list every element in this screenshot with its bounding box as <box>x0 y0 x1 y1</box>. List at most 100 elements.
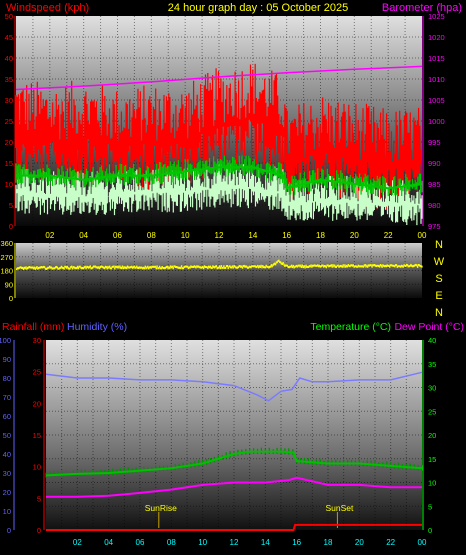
windspeed-tick-label: 0 <box>9 222 13 231</box>
dewpoint-axis-title: Dew Point (°C) <box>394 321 464 333</box>
barometer-tick-label: 1025 <box>428 12 445 21</box>
humidity-tick-label: 10 <box>3 507 11 516</box>
time-tick-label: 16 <box>282 231 291 240</box>
temperature-tick-label: 0 <box>428 526 432 535</box>
direction-tick-label: 270 <box>0 253 13 262</box>
windspeed-tick-label: 10 <box>5 180 13 189</box>
rainfall-tick-label: 0 <box>37 526 41 535</box>
time-tick-label: 12 <box>230 538 239 547</box>
time-tick-label: 22 <box>386 538 395 547</box>
windspeed-tick-label: 45 <box>5 33 13 42</box>
time-tick-label: 08 <box>167 538 176 547</box>
wind-panel-axes: 0510152025303540455097598098599099510001… <box>5 12 445 240</box>
windspeed-tick-label: 30 <box>5 96 13 105</box>
direction-tick-label: 0 <box>9 294 13 303</box>
humidity-tick-label: 100 <box>0 336 11 345</box>
time-tick-label: 14 <box>261 538 270 547</box>
compass-label: W <box>434 256 445 268</box>
sunset-label: SunSet <box>325 503 354 513</box>
humidity-tick-label: 0 <box>7 526 11 535</box>
time-tick-label: 00 <box>418 231 427 240</box>
wind-direction-trace <box>16 259 423 271</box>
time-tick-label: 08 <box>147 231 156 240</box>
temperature-tick-label: 5 <box>428 502 432 511</box>
humidity-tick-label: 70 <box>3 393 11 402</box>
time-tick-label: 10 <box>181 231 190 240</box>
windspeed-tick-label: 25 <box>5 117 13 126</box>
temperature-panel-background <box>46 340 422 530</box>
barometer-tick-label: 1015 <box>428 54 445 63</box>
sunrise-label: SunRise <box>145 503 177 513</box>
humidity-tick-label: 50 <box>3 431 11 440</box>
humidity-axis-title: Humidity (%) <box>67 321 127 333</box>
temperature-tick-label: 40 <box>428 336 436 345</box>
rainfall-tick-label: 10 <box>33 463 41 472</box>
rainfall-line <box>46 523 422 531</box>
barometer-tick-label: 990 <box>428 159 441 168</box>
barometer-tick-label: 980 <box>428 201 441 210</box>
barometer-tick-label: 995 <box>428 138 441 147</box>
direction-panel-background <box>16 243 422 298</box>
barometer-tick-label: 1010 <box>428 75 445 84</box>
time-tick-label: 20 <box>355 538 364 547</box>
time-tick-label: 02 <box>73 538 82 547</box>
time-tick-label: 04 <box>104 538 113 547</box>
windspeed-tick-label: 35 <box>5 75 13 84</box>
windspeed-tick-label: 20 <box>5 138 13 147</box>
direction-tick-label: 90 <box>5 280 13 289</box>
rainfall-tick-label: 15 <box>33 431 41 440</box>
time-tick-label: 00 <box>418 538 427 547</box>
gust-band <box>15 63 422 211</box>
humidity-tick-label: 80 <box>3 374 11 383</box>
windspeed-tick-label: 15 <box>5 159 13 168</box>
temperature-tick-label: 20 <box>428 431 436 440</box>
time-tick-label: 20 <box>350 231 359 240</box>
windspeed-tick-label: 50 <box>5 12 13 21</box>
humidity-tick-label: 60 <box>3 412 11 421</box>
direction-panel-grid <box>16 243 422 298</box>
barometer-tick-label: 1020 <box>428 33 445 42</box>
humidity-tick-label: 20 <box>3 488 11 497</box>
barometer-tick-label: 975 <box>428 222 441 231</box>
barometer-tick-label: 1005 <box>428 96 445 105</box>
time-tick-label: 22 <box>384 231 393 240</box>
barometer-tick-label: 1000 <box>428 117 445 126</box>
time-tick-label: 12 <box>215 231 224 240</box>
windspeed-band <box>15 163 423 226</box>
compass-label: E <box>435 290 442 302</box>
temperature-tick-label: 35 <box>428 360 436 369</box>
temperature-tick-label: 25 <box>428 407 436 416</box>
rainfall-tick-label: 5 <box>37 494 41 503</box>
time-tick-label: 06 <box>113 231 122 240</box>
temperature-tick-label: 15 <box>428 455 436 464</box>
humidity-tick-label: 40 <box>3 450 11 459</box>
rainfall-tick-label: 20 <box>33 399 41 408</box>
time-tick-label: 18 <box>324 538 333 547</box>
time-tick-label: 10 <box>198 538 207 547</box>
barometer-line <box>15 65 423 91</box>
avg-wind-line <box>16 166 423 190</box>
wind-direction-points <box>16 259 423 271</box>
dewpoint-line <box>46 476 422 498</box>
time-tick-label: 04 <box>79 231 88 240</box>
rainfall-tick-label: 25 <box>33 368 41 377</box>
chart-title: 24 hour graph day : 05 October 2025 <box>168 2 348 14</box>
temperature-axis-title: Temperature (°C) <box>310 321 391 333</box>
humidity-tick-label: 90 <box>3 355 11 364</box>
rainfall-axis-title: Rainfall (mm) <box>2 321 64 333</box>
compass-label: N <box>435 239 443 251</box>
humidity-line <box>45 371 423 402</box>
windspeed-tick-label: 5 <box>9 201 13 210</box>
windspeed-axis-title: Windspeed (kph) <box>6 2 89 14</box>
compass-label: S <box>435 273 442 285</box>
time-tick-label: 18 <box>316 231 325 240</box>
direction-tick-label: 180 <box>0 267 13 276</box>
rainfall-tick-label: 30 <box>33 336 41 345</box>
time-tick-label: 02 <box>45 231 54 240</box>
temperature-tick-label: 10 <box>428 479 436 488</box>
barometer-axis-title: Barometer (hpa) <box>382 2 462 14</box>
windspeed-tick-label: 40 <box>5 54 13 63</box>
temperature-line <box>45 450 423 477</box>
compass-label: N <box>435 307 443 319</box>
